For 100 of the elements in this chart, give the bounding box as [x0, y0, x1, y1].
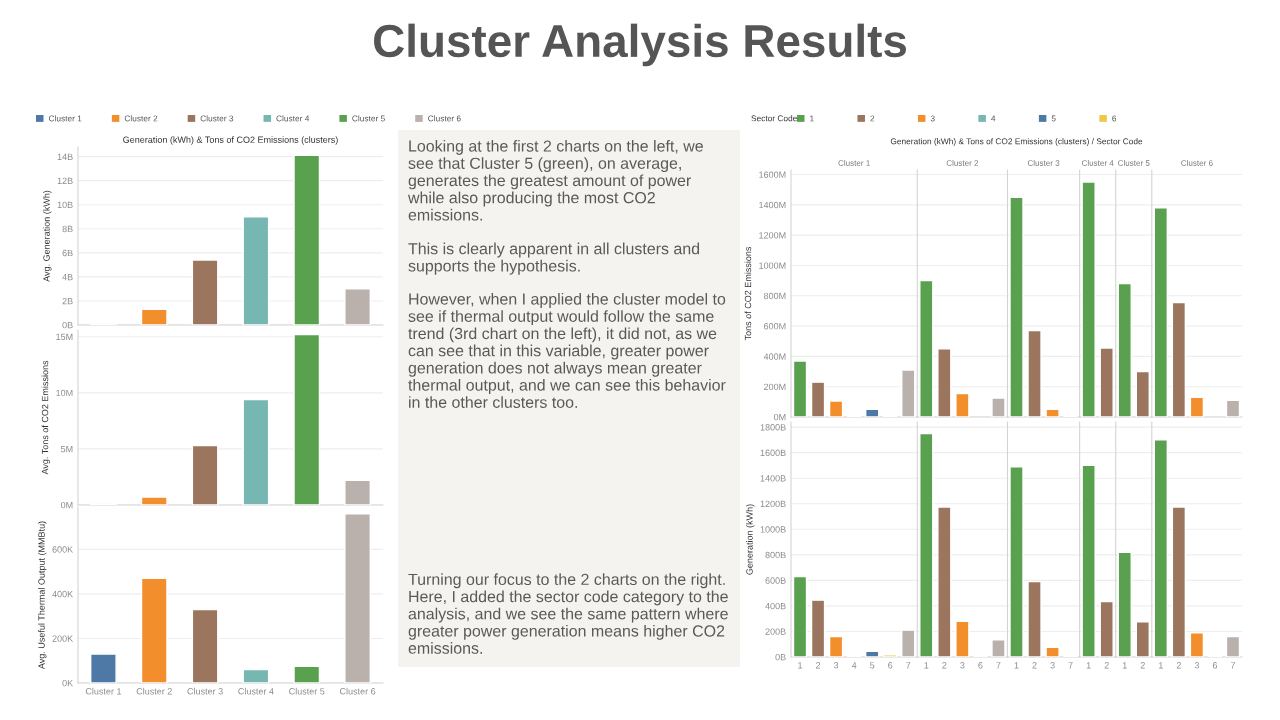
- x-tick-label: 1: [1086, 662, 1091, 669]
- legend-label: 2: [870, 115, 875, 122]
- x-tick-label: Cluster 5: [289, 687, 325, 695]
- chart-title: Cluster 4: [1081, 160, 1114, 166]
- legend-label: 1: [810, 115, 814, 122]
- x-tick-label: 1: [1159, 662, 1163, 669]
- x-tick-label: 3: [960, 662, 965, 669]
- text: This is clearly apparent in all clusters and supports the hypothesis.: [408, 242, 700, 275]
- bar: [140, 577, 168, 683]
- bar: [1171, 506, 1187, 657]
- bar: [883, 654, 898, 657]
- bar: [991, 639, 1006, 657]
- y-tick-label: 10B: [57, 201, 73, 209]
- bar: [919, 432, 934, 657]
- bar: [1009, 196, 1024, 417]
- y-tick-label: 0M: [773, 413, 786, 421]
- y-tick-label: 800B: [765, 551, 786, 559]
- chart-title: Cluster 2: [946, 160, 979, 166]
- y-tick-label: 200M: [764, 383, 786, 391]
- bar: [937, 348, 952, 417]
- legend-label: Cluster 3: [200, 115, 234, 122]
- x-tick-label: 4: [851, 662, 857, 669]
- x-tick-label: 2: [1104, 662, 1109, 669]
- bar: [792, 575, 808, 657]
- bar: [955, 620, 970, 657]
- x-tick-label: 6: [1212, 662, 1218, 669]
- text: Cluster Analysis Results: [374, 23, 907, 67]
- x-tick-label: 1: [798, 662, 803, 669]
- text: Generation (kWh) & Tons of CO2 Emissions (clusters) / Sector Code: [890, 138, 1143, 146]
- bar: [1171, 301, 1187, 417]
- y-tick-label: 0K: [62, 679, 74, 687]
- x-tick-label: 5: [870, 662, 875, 669]
- y-tick-label: 1600M: [759, 171, 786, 178]
- y-tick-label: 1000B: [760, 526, 786, 533]
- y-tick-label: 14B: [57, 153, 73, 160]
- y-axis-title: Generation (kWh): [746, 504, 755, 575]
- y-tick-label: 0B: [62, 321, 73, 329]
- bar: [191, 444, 219, 505]
- x-tick-label: 1: [1014, 662, 1019, 669]
- bar: [810, 599, 826, 657]
- text: However, when I applied the cluster model to see if thermal output would follow the same trend (3rd chart on the left), it did not, as we can see that in this variable, greater power generation does not always mean greater thermal output, and we can see this behavior in the other clusters too.: [408, 293, 726, 408]
- bar: [1027, 329, 1042, 417]
- bar: [1225, 399, 1241, 417]
- bar: [1009, 466, 1024, 657]
- x-tick-label: 7: [996, 662, 1001, 669]
- x-tick-label: 2: [1176, 662, 1181, 669]
- x-tick-label: 6: [888, 662, 893, 669]
- y-tick-label: 0M: [60, 501, 73, 509]
- bar: [1225, 635, 1241, 657]
- legend-label: 3: [930, 115, 935, 122]
- chart-title: Generation (kWh) & Tons of CO2 Emissions (clusters): [123, 136, 338, 145]
- x-tick-label: Cluster 4: [238, 687, 274, 695]
- bar: [828, 635, 844, 657]
- y-tick-label: 4B: [62, 273, 73, 281]
- x-tick-label: 1: [924, 662, 929, 669]
- bar: [1189, 632, 1205, 657]
- legend-label: 5: [1051, 115, 1056, 122]
- bar: [293, 333, 321, 505]
- y-tick-label: 1200B: [760, 500, 786, 508]
- y-tick-label: 1400M: [759, 201, 786, 209]
- bar: [344, 512, 371, 683]
- x-tick-label: 7: [906, 662, 911, 669]
- y-axis-title: Avg. Generation (kWh): [43, 190, 52, 282]
- x-tick-label: 7: [1230, 662, 1236, 669]
- bar: [955, 392, 970, 417]
- legend-label: Cluster 1: [48, 115, 82, 122]
- y-tick-label: 15M: [56, 333, 73, 341]
- y-tick-label: 200B: [765, 628, 786, 635]
- x-tick-label: 2: [1140, 662, 1145, 669]
- y-tick-label: 1800B: [760, 424, 786, 431]
- y-tick-label: 1400B: [760, 475, 786, 482]
- y-tick-label: 0B: [775, 653, 786, 661]
- y-tick-label: 1000M: [759, 262, 786, 269]
- bar: [242, 668, 270, 683]
- bar: [991, 397, 1006, 417]
- bar: [344, 479, 371, 505]
- x-tick-label: Cluster 3: [187, 687, 223, 695]
- legend-label: 4: [991, 115, 996, 122]
- y-axis-title: Avg. Useful Thermal Output (MMBtu): [38, 521, 47, 670]
- bar: [90, 653, 117, 683]
- bar: [242, 398, 270, 505]
- y-tick-label: 12B: [57, 177, 73, 184]
- y-axis-title: Tons of CO2 Emissions: [744, 246, 752, 341]
- bar: [901, 629, 916, 657]
- chart-title: Cluster 3: [1027, 160, 1060, 166]
- bar: [293, 665, 321, 683]
- y-tick-label: 1600B: [760, 449, 786, 457]
- x-tick-label: Cluster 1: [85, 687, 122, 695]
- chart-title: Cluster 6: [1181, 160, 1213, 166]
- x-tick-label: 1: [1122, 662, 1127, 669]
- y-tick-label: 600M: [764, 323, 786, 330]
- text: Turning our focus to the 2 charts on the right. Here, I added the sector code category to the analysis, and we see the same pattern where greater power generation means higher CO2 emissions.: [408, 573, 728, 654]
- y-tick-label: 400K: [52, 590, 74, 598]
- legend-label: Cluster 5: [352, 115, 385, 122]
- y-tick-label: 400B: [765, 602, 786, 610]
- y-tick-label: 2B: [62, 297, 73, 305]
- legend-title: Sector Code: [751, 115, 797, 122]
- y-tick-label: 5M: [60, 445, 73, 453]
- y-tick-label: 8B: [62, 225, 73, 233]
- x-tick-label: 3: [833, 662, 839, 669]
